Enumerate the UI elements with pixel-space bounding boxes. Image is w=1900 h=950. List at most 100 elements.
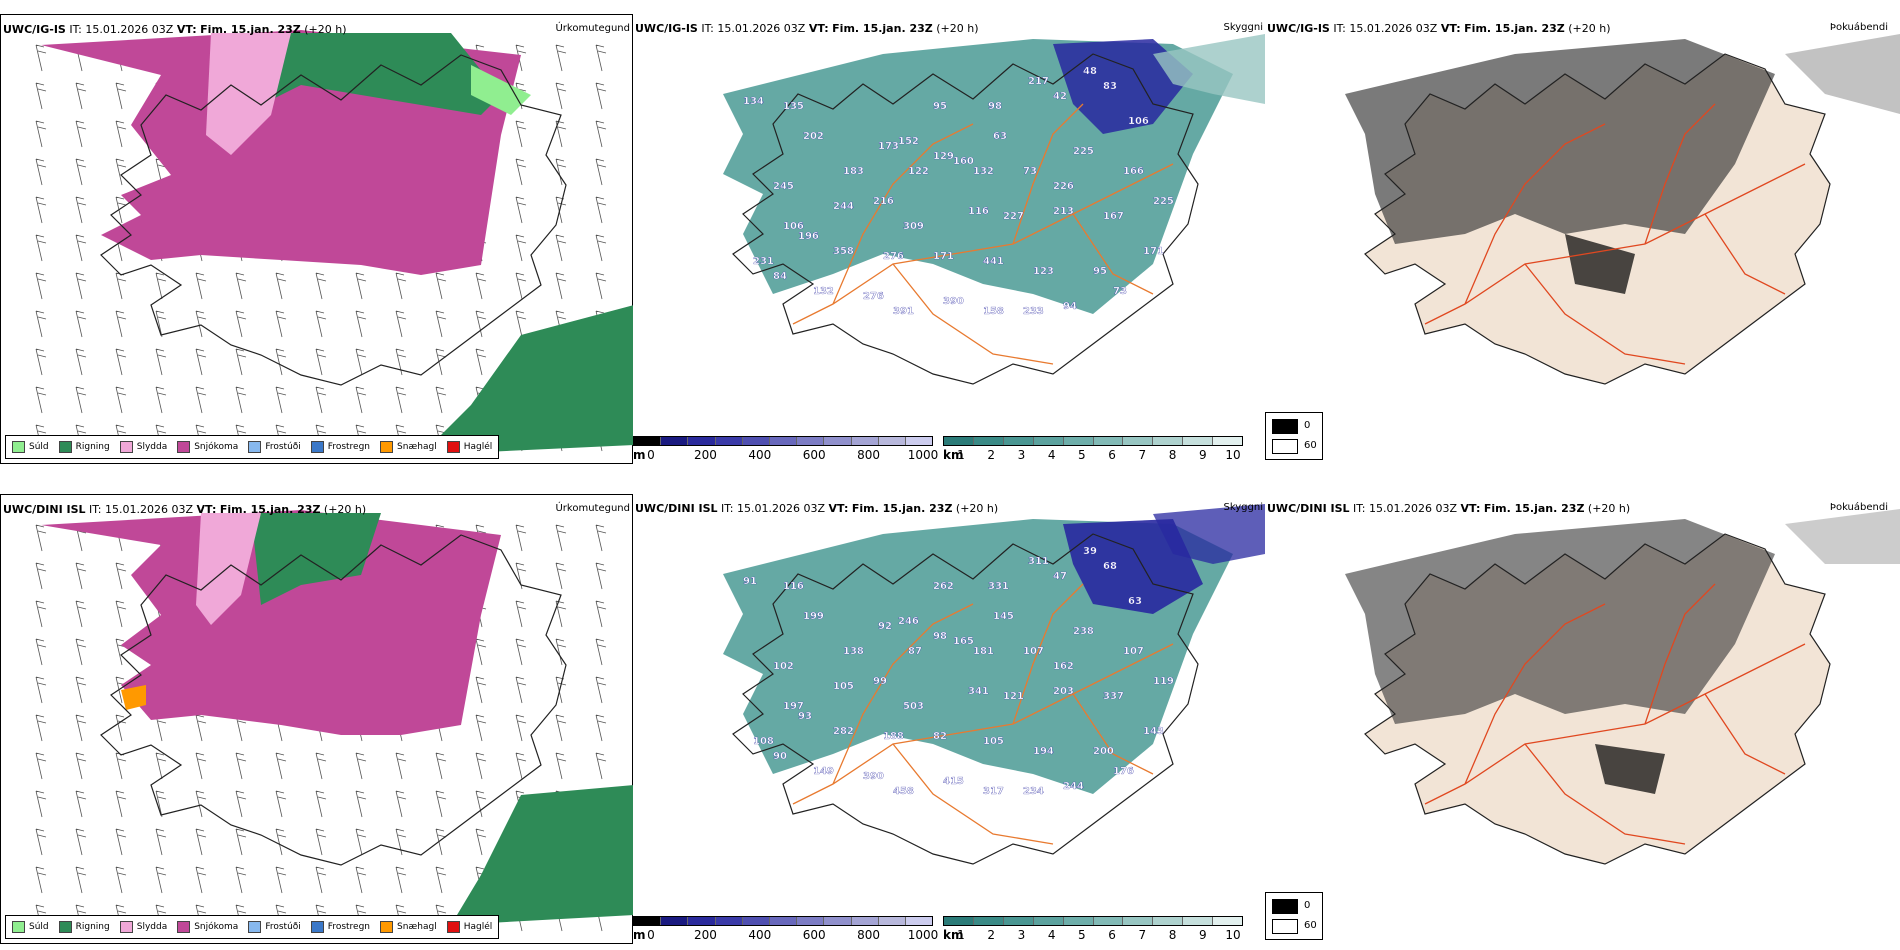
ceiling-label: 165 bbox=[953, 636, 974, 647]
ceiling-label: 93 bbox=[798, 711, 812, 722]
valid-label: VT: bbox=[176, 23, 197, 36]
ceiling-label: 202 bbox=[803, 131, 824, 142]
fog-indicator-dark bbox=[1345, 39, 1775, 244]
ceiling-label: 216 bbox=[873, 196, 894, 207]
ceiling-colorbar-tick-label: 800 bbox=[857, 928, 881, 942]
legend-item: Snæhagl bbox=[380, 921, 437, 933]
legend-swatch bbox=[248, 921, 262, 933]
ceiling-colorbar-tick-label: 400 bbox=[748, 928, 772, 942]
panel-title: UWC/IG-IS IT: 15.01.2026 03Z VT: Fim. 15… bbox=[1267, 22, 1611, 35]
ceiling-label: 246 bbox=[898, 616, 919, 627]
snow-area bbox=[41, 510, 501, 735]
panel-title: UWC/DINI ISL IT: 15.01.2026 03Z VT: Fim.… bbox=[635, 502, 998, 515]
ceiling-label: 47 bbox=[1053, 571, 1067, 582]
ceiling-label: 183 bbox=[843, 166, 864, 177]
visibility-colorbar-unit: km bbox=[943, 928, 964, 942]
ceiling-colorbar-segment bbox=[851, 437, 879, 445]
ceiling-colorbar-tick-label: 0 bbox=[647, 448, 655, 462]
legend-label: Slydda bbox=[136, 922, 168, 932]
visibility-colorbar-tick-label: 9 bbox=[1198, 928, 1207, 942]
ceiling-label: 98 bbox=[988, 101, 1002, 112]
lead-time: (+20 h) bbox=[936, 22, 979, 35]
ceiling-label: 176 bbox=[1113, 766, 1134, 777]
legend-label: Snæhagl bbox=[397, 442, 437, 452]
ceiling-colorbar-segment bbox=[824, 917, 852, 925]
legend-label: Rigning bbox=[75, 922, 110, 932]
ceiling-colorbar: m 0 200 400 600 800 1000 bbox=[633, 916, 938, 942]
ceiling-colorbar-segment bbox=[769, 437, 798, 445]
ceiling-label: 244 bbox=[833, 201, 854, 212]
ceiling-label: 87 bbox=[908, 646, 922, 657]
ceiling-colorbar-segment bbox=[661, 917, 689, 925]
model-name: UWC/IG-IS bbox=[635, 22, 698, 35]
ceiling-colorbar-tick-label: 200 bbox=[693, 448, 717, 462]
precip-type-map-bottom: UWC/DINI ISL IT: 15.01.2026 03Z VT: Fim.… bbox=[0, 494, 634, 944]
legend-swatch bbox=[446, 921, 460, 933]
run-time: 15.01.2026 03Z bbox=[737, 502, 826, 515]
ceiling-label: 233 bbox=[1023, 306, 1044, 317]
ceiling-colorbar-segment bbox=[797, 917, 825, 925]
ceiling-colorbar-bar bbox=[633, 916, 933, 926]
ceiling-label: 160 bbox=[953, 156, 974, 167]
panel-parameter-name: Úrkomutegund bbox=[555, 23, 630, 34]
ceiling-label: 116 bbox=[968, 206, 989, 217]
ceiling-label: 226 bbox=[1053, 181, 1074, 192]
visibility-plume bbox=[1153, 34, 1265, 104]
ice-pellets-area bbox=[121, 685, 146, 710]
visibility-colorbar-segment bbox=[1093, 917, 1124, 925]
ceiling-label: 105 bbox=[983, 736, 1004, 747]
rain-area bbox=[256, 33, 501, 115]
ceiling-label: 171 bbox=[1143, 246, 1164, 257]
visibility-colorbar: km 1 2 3 4 5 6 7 8 9 10 bbox=[943, 436, 1243, 462]
ceiling-label: 63 bbox=[993, 131, 1007, 142]
ceiling-colorbar-tick-label: 800 bbox=[857, 448, 881, 462]
ceiling-label: 196 bbox=[798, 231, 819, 242]
ceiling-label: 203 bbox=[1053, 686, 1074, 697]
ceiling-colorbar-segment bbox=[797, 437, 825, 445]
visibility-colorbar-tick-label: 2 bbox=[987, 928, 996, 942]
ceiling-label: 390 bbox=[863, 771, 884, 782]
visibility-colorbar-segment bbox=[1033, 437, 1064, 445]
legend-label: Frostúði bbox=[265, 442, 301, 452]
visibility-colorbar-unit: km bbox=[943, 448, 964, 462]
legend-swatch bbox=[12, 441, 25, 453]
valid-label: VT: bbox=[808, 22, 829, 35]
visibility-map-canvas: 91 116 199 92 246 262 331 311 47 39 68 63 87 98 165181… bbox=[723, 504, 1265, 865]
ceiling-label: 245 bbox=[773, 181, 794, 192]
run-time: 15.01.2026 03Z bbox=[1369, 502, 1458, 515]
ceiling-label: 105 bbox=[833, 681, 854, 692]
visibility-colorbar-segment bbox=[1153, 437, 1184, 445]
ceiling-colorbar-unit: m bbox=[633, 928, 646, 942]
legend-label: Rigning bbox=[75, 442, 110, 452]
ceiling-label: 188 bbox=[883, 731, 904, 742]
visibility-colorbar-tick-label: 8 bbox=[1168, 928, 1177, 942]
legend-swatch bbox=[310, 441, 324, 453]
panel-title: UWC/DINI ISL IT: 15.01.2026 03Z VT: Fim.… bbox=[3, 503, 366, 516]
legend-label: Frostregn bbox=[327, 922, 371, 932]
legend-swatch bbox=[119, 441, 133, 453]
iceland-coastline bbox=[732, 53, 1199, 385]
fog-legend-label-low: 60 bbox=[1304, 440, 1317, 451]
legend-label: Frostúði bbox=[265, 922, 301, 932]
ceiling-colorbar-segment bbox=[824, 437, 852, 445]
legend-label: Slydda bbox=[136, 442, 168, 452]
ceiling-label: 42 bbox=[1053, 91, 1067, 102]
ceiling-label: 119 bbox=[1153, 676, 1174, 687]
fog-indicator-dark bbox=[1345, 519, 1775, 724]
ceiling-label: 158 bbox=[983, 306, 1004, 317]
ceiling-label: 123 bbox=[1033, 266, 1054, 277]
ceiling-label: 149 bbox=[813, 766, 834, 777]
visibility-colorbar-bar bbox=[943, 916, 1243, 926]
lead-time: (+20 h) bbox=[1568, 22, 1611, 35]
visibility-colorbar-tick-label: 10 bbox=[1225, 928, 1241, 942]
ceiling-colorbar-tick-label: 400 bbox=[748, 448, 772, 462]
visibility-colorbar-tick-label: 3 bbox=[1017, 928, 1026, 942]
visibility-map-canvas: 134 135 202 173 152 95 98 217 42 48 83 106 122 129 160… bbox=[723, 34, 1265, 385]
ceiling-label: 276 bbox=[883, 251, 904, 262]
run-label: IT: bbox=[1353, 502, 1366, 515]
fog-legend-swatch-low bbox=[1272, 439, 1298, 454]
precip-type-map-top: UWC/IG-IS IT: 15.01.2026 03Z VT: Fim. 15… bbox=[0, 14, 634, 464]
visibility-ceiling-map-bottom: 91 116 199 92 246 262 331 311 47 39 68 63 87 98 165 181… bbox=[633, 494, 1265, 944]
model-name: UWC/DINI ISL bbox=[1267, 502, 1350, 515]
visibility-colorbar-tick-label: 5 bbox=[1078, 928, 1086, 942]
